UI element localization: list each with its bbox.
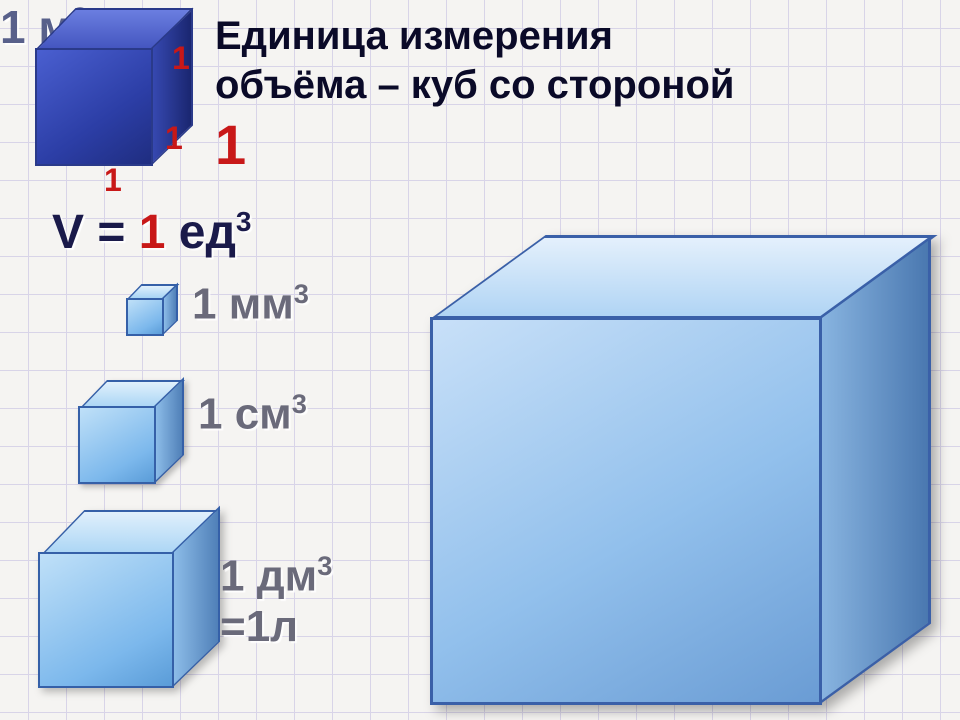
cube-front-face bbox=[35, 48, 153, 166]
title-line1: Единица измерения bbox=[215, 14, 613, 58]
cube-m3 bbox=[430, 235, 940, 705]
cube-front-face bbox=[126, 298, 164, 336]
cm3-exp: 3 bbox=[292, 388, 307, 419]
unit-cube-edge-label-c: 1 bbox=[104, 162, 122, 199]
title-text: Единица измерения объёма – куб со сторон… bbox=[215, 12, 935, 110]
diagram-content: 1 1 1 Единица измерения объёма – куб со … bbox=[0, 0, 960, 720]
mm3-exp: 3 bbox=[294, 278, 309, 309]
dm3-line2: =1л bbox=[220, 602, 298, 651]
label-cm3: 1 см3 bbox=[198, 388, 307, 440]
cube-front-face bbox=[38, 552, 174, 688]
dm3-exp: 3 bbox=[317, 550, 332, 581]
formula-value: 1 bbox=[139, 206, 166, 259]
cube-side-face bbox=[819, 236, 931, 705]
title-big-one: 1 bbox=[215, 112, 246, 177]
formula-prefix: V = bbox=[52, 206, 139, 259]
unit-cube-edge-label-b: 1 bbox=[165, 120, 183, 157]
formula-unit-exp: 3 bbox=[236, 206, 252, 237]
cm3-base: 1 см bbox=[198, 390, 292, 439]
volume-formula: V = 1 ед3 bbox=[52, 205, 252, 260]
cube-dm3 bbox=[38, 510, 228, 688]
label-mm3: 1 мм3 bbox=[192, 278, 309, 330]
cube-front-face bbox=[430, 317, 822, 705]
unit-cube-edge-label-a: 1 bbox=[172, 40, 190, 77]
dm3-base-line1: 1 дм bbox=[220, 552, 317, 601]
mm3-base: 1 мм bbox=[192, 280, 294, 329]
cube-front-face bbox=[78, 406, 156, 484]
cube-cm3 bbox=[78, 380, 190, 484]
title-line2: объёма – куб со стороной bbox=[215, 63, 734, 107]
cube-mm3 bbox=[126, 284, 182, 336]
label-dm3: 1 дм3 =1л bbox=[220, 550, 332, 653]
formula-unit-base: ед bbox=[165, 206, 236, 259]
